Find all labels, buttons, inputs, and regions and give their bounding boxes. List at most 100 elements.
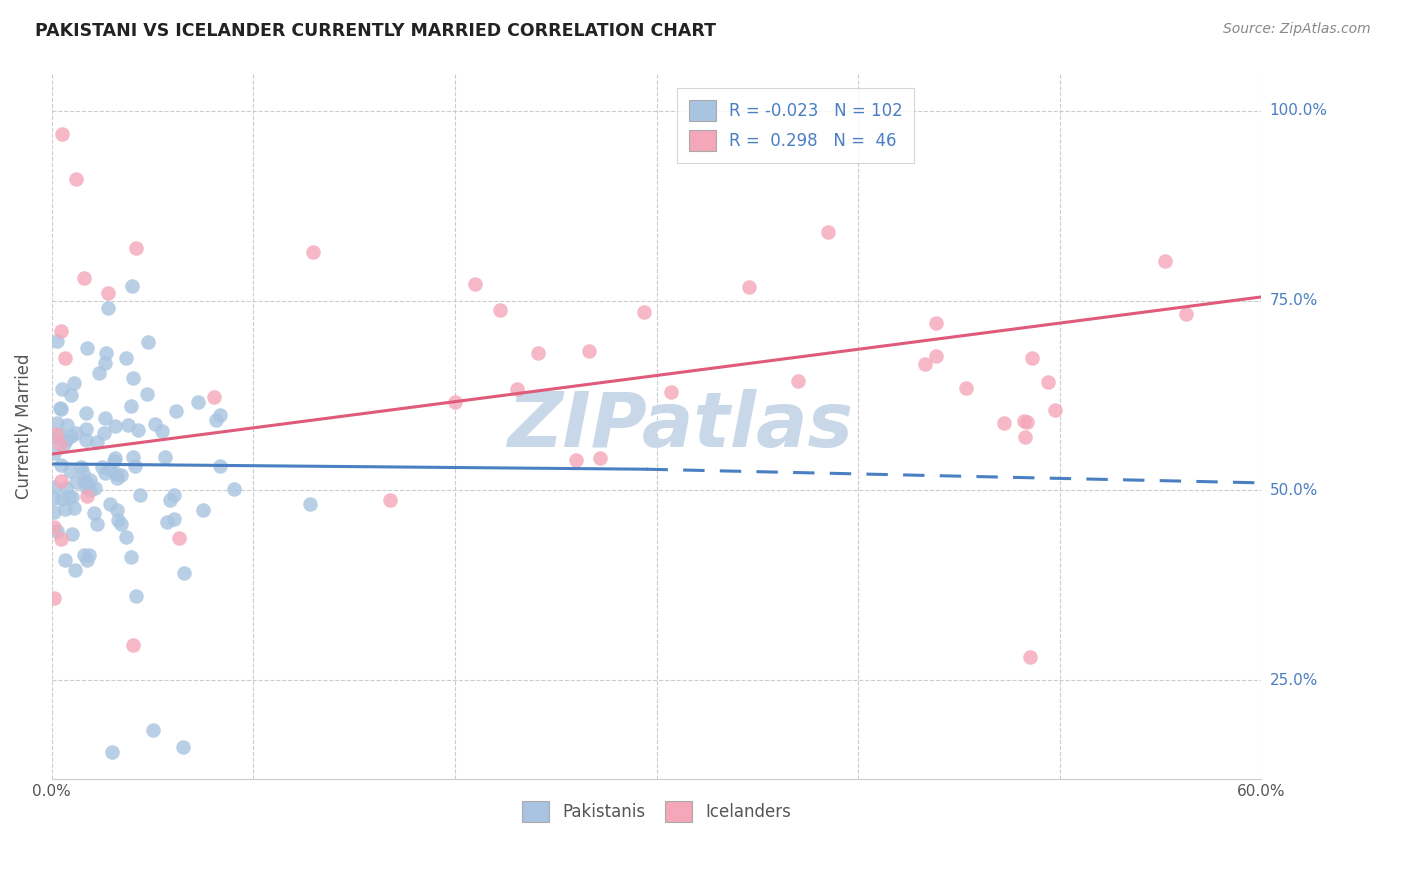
Point bbox=[76, 475, 98, 490]
Point bbox=[86, 517, 108, 532]
Text: ZIPatlas: ZIPatlas bbox=[508, 389, 853, 463]
Point bbox=[786, 375, 808, 389]
Point bbox=[97, 301, 120, 316]
Point bbox=[163, 488, 186, 502]
Point bbox=[155, 450, 177, 464]
Point bbox=[51, 382, 73, 396]
Point bbox=[1021, 351, 1043, 366]
Point bbox=[114, 530, 136, 544]
Point bbox=[76, 552, 98, 566]
Point bbox=[1017, 415, 1039, 429]
Point bbox=[104, 451, 127, 466]
Point bbox=[51, 127, 73, 141]
Point bbox=[578, 343, 600, 358]
Point bbox=[42, 446, 65, 460]
Point bbox=[1018, 650, 1040, 665]
Point bbox=[208, 408, 231, 422]
Point bbox=[46, 334, 69, 348]
Point bbox=[114, 351, 136, 366]
Point bbox=[79, 483, 101, 497]
Point bbox=[129, 488, 152, 502]
Point bbox=[60, 527, 83, 541]
Point bbox=[83, 481, 105, 495]
Point bbox=[589, 451, 612, 466]
Point bbox=[1036, 376, 1059, 390]
Point bbox=[62, 376, 84, 390]
Text: 50.0%: 50.0% bbox=[1270, 483, 1317, 498]
Point bbox=[117, 418, 139, 433]
Point bbox=[489, 302, 512, 317]
Point bbox=[993, 416, 1015, 430]
Point bbox=[55, 434, 77, 448]
Point bbox=[46, 416, 69, 430]
Point bbox=[633, 305, 655, 319]
Point bbox=[464, 277, 486, 291]
Point bbox=[97, 462, 120, 476]
Point bbox=[53, 553, 76, 567]
Point bbox=[110, 517, 132, 532]
Point bbox=[65, 172, 87, 186]
Point bbox=[76, 341, 98, 355]
Point bbox=[167, 531, 190, 545]
Point bbox=[738, 280, 761, 294]
Point bbox=[56, 417, 79, 432]
Point bbox=[44, 480, 66, 494]
Point bbox=[110, 467, 132, 482]
Point bbox=[59, 388, 82, 402]
Point bbox=[191, 503, 214, 517]
Point bbox=[51, 401, 73, 416]
Point bbox=[70, 460, 93, 475]
Point bbox=[83, 506, 105, 520]
Point bbox=[121, 638, 143, 652]
Point bbox=[72, 467, 94, 481]
Point bbox=[49, 325, 72, 339]
Text: 25.0%: 25.0% bbox=[1270, 673, 1317, 688]
Point bbox=[224, 482, 246, 496]
Point bbox=[86, 434, 108, 449]
Point bbox=[53, 437, 76, 451]
Text: PAKISTANI VS ICELANDER CURRENTLY MARRIED CORRELATION CHART: PAKISTANI VS ICELANDER CURRENTLY MARRIED… bbox=[35, 22, 716, 40]
Point bbox=[42, 491, 65, 505]
Point bbox=[65, 426, 87, 441]
Point bbox=[172, 739, 194, 754]
Point bbox=[165, 403, 187, 417]
Point bbox=[564, 453, 586, 467]
Point bbox=[75, 406, 97, 420]
Y-axis label: Currently Married: Currently Married bbox=[15, 353, 32, 499]
Point bbox=[121, 450, 143, 465]
Point bbox=[120, 549, 142, 564]
Point bbox=[302, 245, 325, 260]
Point bbox=[49, 458, 72, 473]
Point bbox=[94, 356, 117, 370]
Point bbox=[89, 366, 111, 380]
Point bbox=[659, 384, 682, 399]
Point bbox=[45, 426, 67, 441]
Point bbox=[42, 505, 65, 519]
Point bbox=[65, 475, 87, 490]
Point bbox=[94, 411, 117, 425]
Point bbox=[55, 481, 77, 495]
Point bbox=[59, 464, 82, 478]
Point bbox=[135, 387, 157, 401]
Point bbox=[120, 399, 142, 413]
Point bbox=[79, 473, 101, 487]
Point bbox=[105, 502, 128, 516]
Point bbox=[107, 471, 129, 485]
Point bbox=[42, 591, 65, 605]
Point bbox=[817, 226, 839, 240]
Point bbox=[1012, 414, 1035, 428]
Point bbox=[62, 501, 84, 516]
Legend: Pakistanis, Icelanders: Pakistanis, Icelanders bbox=[510, 789, 803, 834]
Point bbox=[204, 413, 226, 427]
Point bbox=[58, 490, 80, 504]
Point bbox=[101, 745, 124, 759]
Point bbox=[42, 431, 65, 445]
Point bbox=[150, 424, 173, 438]
Point bbox=[100, 497, 122, 511]
Point bbox=[63, 563, 86, 577]
Point bbox=[1175, 307, 1198, 321]
Text: Source: ZipAtlas.com: Source: ZipAtlas.com bbox=[1223, 22, 1371, 37]
Point bbox=[53, 351, 76, 366]
Point bbox=[505, 382, 527, 396]
Point bbox=[76, 489, 98, 503]
